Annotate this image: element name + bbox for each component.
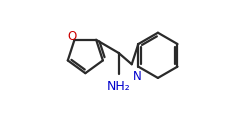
Text: O: O [68, 30, 77, 43]
Text: NH₂: NH₂ [107, 80, 130, 93]
Text: N: N [133, 70, 142, 83]
